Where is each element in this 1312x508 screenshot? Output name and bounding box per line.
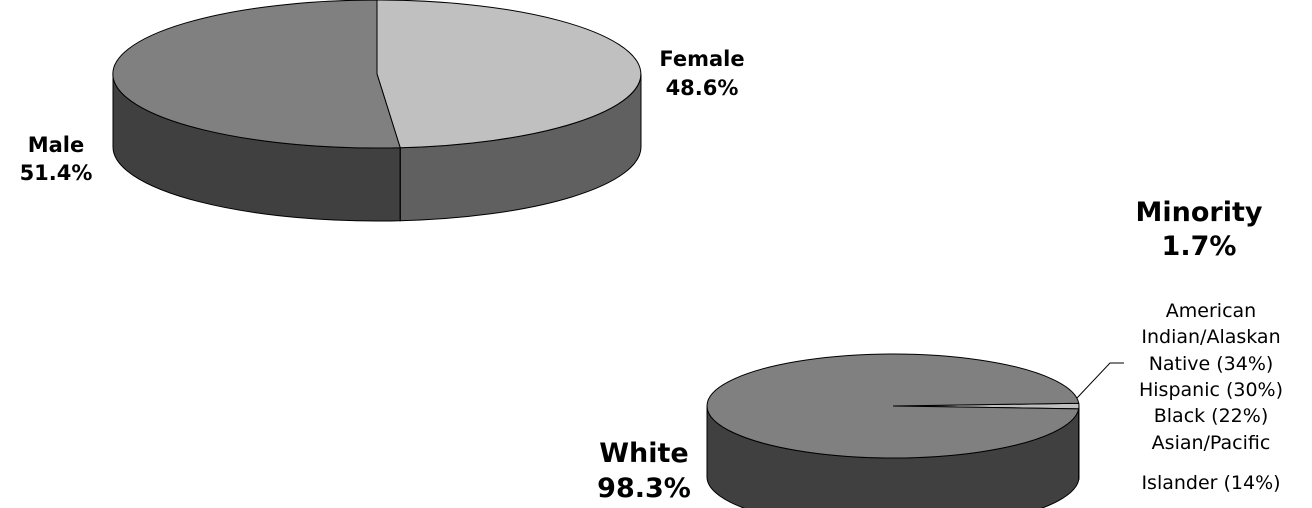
breakdown-line: American (1166, 300, 1256, 322)
minority-leader-line (1076, 362, 1124, 399)
breakdown-line: Indian/Alaskan (1141, 326, 1280, 348)
breakdown-line: Islander (14%) (1141, 472, 1280, 494)
gender-slice-female (376, 0, 642, 149)
gender-pie-chart (112, 0, 642, 222)
minority-breakdown: American Indian/Alaskan Native (34%) His… (1139, 300, 1283, 494)
female-label-value: 48.6% (666, 76, 739, 100)
gender-slice-male (112, 0, 401, 149)
ethnicity-pie-chart (706, 353, 1080, 508)
breakdown-line: Asian/Pacific (1152, 432, 1271, 454)
minority-label-value: 1.7% (1162, 231, 1237, 262)
white-label-value: 98.3% (597, 473, 691, 504)
male-label-name: Male (28, 133, 85, 157)
minority-label-name: Minority (1136, 197, 1263, 228)
female-label-name: Female (659, 47, 744, 71)
ethnicity-slice-white (706, 353, 1080, 459)
breakdown-line: Hispanic (30%) (1139, 379, 1283, 401)
breakdown-line: Native (34%) (1149, 353, 1274, 375)
white-label-name: White (599, 438, 688, 469)
breakdown-line: Black (22%) (1154, 405, 1269, 427)
male-label-value: 51.4% (20, 161, 93, 185)
